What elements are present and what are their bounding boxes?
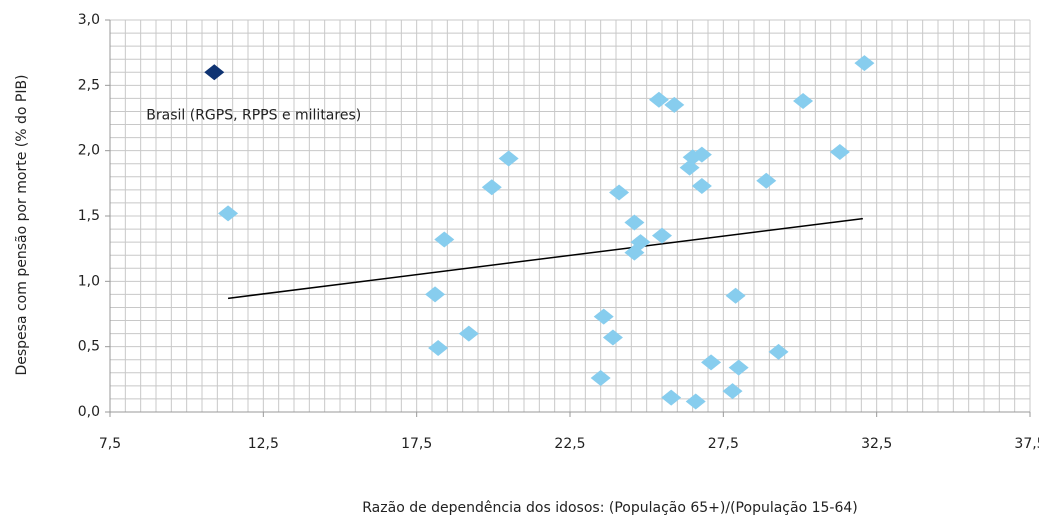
point — [679, 159, 700, 176]
point — [652, 227, 672, 244]
point — [425, 286, 446, 303]
y-tick-label: 0,5 — [78, 339, 100, 355]
point — [691, 177, 712, 194]
point — [434, 231, 455, 248]
point — [428, 339, 449, 356]
point — [609, 184, 630, 201]
point — [590, 370, 611, 387]
point — [624, 244, 645, 261]
x-tick-label: 22,5 — [554, 436, 585, 452]
point — [664, 96, 685, 113]
x-tick-label: 37,5 — [1014, 436, 1039, 452]
point — [829, 143, 850, 160]
point — [756, 172, 777, 189]
point — [602, 329, 623, 346]
point — [204, 64, 225, 81]
y-tick-label: 1,5 — [78, 208, 100, 224]
point — [498, 150, 519, 167]
point — [661, 389, 682, 406]
y-axis-title: Despesa com pensão por morte (% do PIB) — [14, 74, 30, 375]
point-label: Brasil (RGPS, RPPS e militares) — [146, 107, 361, 123]
x-tick-label: 7,5 — [99, 436, 121, 452]
point — [854, 55, 875, 72]
point — [691, 146, 712, 163]
y-tick-label: 3,0 — [78, 12, 100, 28]
x-axis-title: Razão de dependência dos idosos: (Popula… — [362, 500, 857, 516]
point — [728, 359, 749, 376]
point — [725, 287, 746, 304]
point — [481, 179, 502, 196]
y-tick-label: 0,0 — [78, 404, 100, 420]
point — [624, 214, 645, 231]
point — [458, 325, 479, 342]
point — [685, 393, 706, 410]
point — [722, 383, 743, 400]
point — [701, 354, 722, 371]
y-tick-label: 1,0 — [78, 273, 100, 289]
y-tick-label: 2,0 — [78, 143, 100, 159]
x-tick-label: 32,5 — [861, 436, 892, 452]
point — [648, 91, 669, 108]
x-tick-label: 17,5 — [401, 436, 432, 452]
y-tick-label: 2,5 — [78, 77, 100, 93]
x-tick-label: 12,5 — [248, 436, 279, 452]
x-tick-label: 27,5 — [708, 436, 739, 452]
trend-line — [227, 217, 863, 300]
point — [218, 205, 239, 222]
point — [593, 308, 614, 325]
point — [768, 343, 789, 360]
point — [793, 93, 814, 110]
